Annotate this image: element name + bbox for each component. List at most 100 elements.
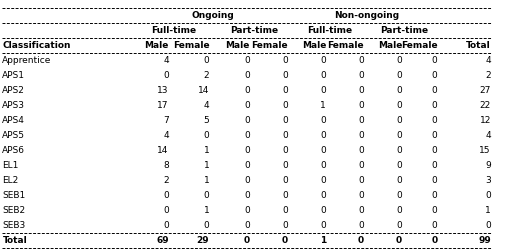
Text: 0: 0 bbox=[281, 101, 288, 110]
Text: 0: 0 bbox=[431, 176, 437, 185]
Text: 0: 0 bbox=[395, 131, 401, 140]
Text: 0: 0 bbox=[281, 116, 288, 125]
Text: Classification: Classification bbox=[3, 41, 71, 50]
Text: 4: 4 bbox=[163, 56, 168, 65]
Text: 0: 0 bbox=[281, 146, 288, 155]
Text: 0: 0 bbox=[395, 86, 401, 95]
Text: 0: 0 bbox=[163, 191, 168, 200]
Text: 99: 99 bbox=[477, 236, 490, 245]
Text: 0: 0 bbox=[281, 56, 288, 65]
Text: 1: 1 bbox=[484, 206, 490, 215]
Text: 0: 0 bbox=[244, 221, 249, 230]
Text: 0: 0 bbox=[431, 86, 437, 95]
Text: 0: 0 bbox=[320, 146, 325, 155]
Text: 0: 0 bbox=[243, 236, 249, 245]
Text: 0: 0 bbox=[395, 161, 401, 170]
Text: 0: 0 bbox=[163, 71, 168, 80]
Text: 0: 0 bbox=[281, 176, 288, 185]
Text: 0: 0 bbox=[244, 206, 249, 215]
Text: SEB3: SEB3 bbox=[3, 221, 25, 230]
Text: APS2: APS2 bbox=[3, 86, 25, 95]
Text: 0: 0 bbox=[203, 56, 209, 65]
Text: 0: 0 bbox=[358, 221, 363, 230]
Text: 0: 0 bbox=[244, 71, 249, 80]
Text: 0: 0 bbox=[281, 236, 288, 245]
Text: Male: Male bbox=[301, 41, 325, 50]
Text: 0: 0 bbox=[395, 191, 401, 200]
Text: 0: 0 bbox=[281, 161, 288, 170]
Text: 5: 5 bbox=[203, 116, 209, 125]
Text: 29: 29 bbox=[196, 236, 209, 245]
Text: EL1: EL1 bbox=[3, 161, 19, 170]
Text: 0: 0 bbox=[357, 236, 363, 245]
Text: 3: 3 bbox=[484, 176, 490, 185]
Text: 0: 0 bbox=[395, 221, 401, 230]
Text: 4: 4 bbox=[203, 101, 209, 110]
Text: 0: 0 bbox=[431, 146, 437, 155]
Text: 8: 8 bbox=[163, 161, 168, 170]
Text: 0: 0 bbox=[358, 146, 363, 155]
Text: 0: 0 bbox=[320, 56, 325, 65]
Text: 0: 0 bbox=[244, 161, 249, 170]
Text: 1: 1 bbox=[203, 176, 209, 185]
Text: 0: 0 bbox=[358, 206, 363, 215]
Text: 15: 15 bbox=[478, 146, 490, 155]
Text: 0: 0 bbox=[358, 191, 363, 200]
Text: 0: 0 bbox=[431, 131, 437, 140]
Text: 0: 0 bbox=[244, 146, 249, 155]
Text: 0: 0 bbox=[358, 131, 363, 140]
Text: 0: 0 bbox=[358, 176, 363, 185]
Text: Female: Female bbox=[400, 41, 437, 50]
Text: 0: 0 bbox=[484, 191, 490, 200]
Text: Full-time: Full-time bbox=[151, 26, 196, 35]
Text: Male: Male bbox=[377, 41, 401, 50]
Text: 17: 17 bbox=[157, 101, 168, 110]
Text: 0: 0 bbox=[358, 86, 363, 95]
Text: 0: 0 bbox=[431, 56, 437, 65]
Text: 0: 0 bbox=[395, 71, 401, 80]
Text: 0: 0 bbox=[281, 206, 288, 215]
Text: 0: 0 bbox=[320, 191, 325, 200]
Text: 4: 4 bbox=[484, 56, 490, 65]
Text: 0: 0 bbox=[395, 101, 401, 110]
Text: 0: 0 bbox=[320, 116, 325, 125]
Text: Part-time: Part-time bbox=[380, 26, 428, 35]
Text: 0: 0 bbox=[244, 56, 249, 65]
Text: APS4: APS4 bbox=[3, 116, 25, 125]
Text: APS6: APS6 bbox=[3, 146, 25, 155]
Text: Apprentice: Apprentice bbox=[3, 56, 52, 65]
Text: Female: Female bbox=[173, 41, 209, 50]
Text: 0: 0 bbox=[431, 236, 437, 245]
Text: 0: 0 bbox=[320, 161, 325, 170]
Text: 1: 1 bbox=[203, 161, 209, 170]
Text: 0: 0 bbox=[320, 206, 325, 215]
Text: 0: 0 bbox=[358, 56, 363, 65]
Text: 0: 0 bbox=[395, 146, 401, 155]
Text: 4: 4 bbox=[484, 131, 490, 140]
Text: 27: 27 bbox=[478, 86, 490, 95]
Text: 0: 0 bbox=[431, 101, 437, 110]
Text: 0: 0 bbox=[320, 176, 325, 185]
Text: 0: 0 bbox=[244, 191, 249, 200]
Text: APS1: APS1 bbox=[3, 71, 25, 80]
Text: 9: 9 bbox=[484, 161, 490, 170]
Text: 0: 0 bbox=[320, 221, 325, 230]
Text: 0: 0 bbox=[244, 86, 249, 95]
Text: 14: 14 bbox=[197, 86, 209, 95]
Text: 0: 0 bbox=[431, 221, 437, 230]
Text: 69: 69 bbox=[156, 236, 168, 245]
Text: 7: 7 bbox=[163, 116, 168, 125]
Text: 0: 0 bbox=[244, 116, 249, 125]
Text: 0: 0 bbox=[320, 71, 325, 80]
Text: 2: 2 bbox=[484, 71, 490, 80]
Text: 1: 1 bbox=[319, 236, 325, 245]
Text: EL2: EL2 bbox=[3, 176, 19, 185]
Text: 0: 0 bbox=[281, 86, 288, 95]
Text: 0: 0 bbox=[203, 221, 209, 230]
Text: 22: 22 bbox=[478, 101, 490, 110]
Text: Total: Total bbox=[465, 41, 490, 50]
Text: Male: Male bbox=[144, 41, 168, 50]
Text: 0: 0 bbox=[203, 191, 209, 200]
Text: 0: 0 bbox=[163, 206, 168, 215]
Text: 0: 0 bbox=[358, 101, 363, 110]
